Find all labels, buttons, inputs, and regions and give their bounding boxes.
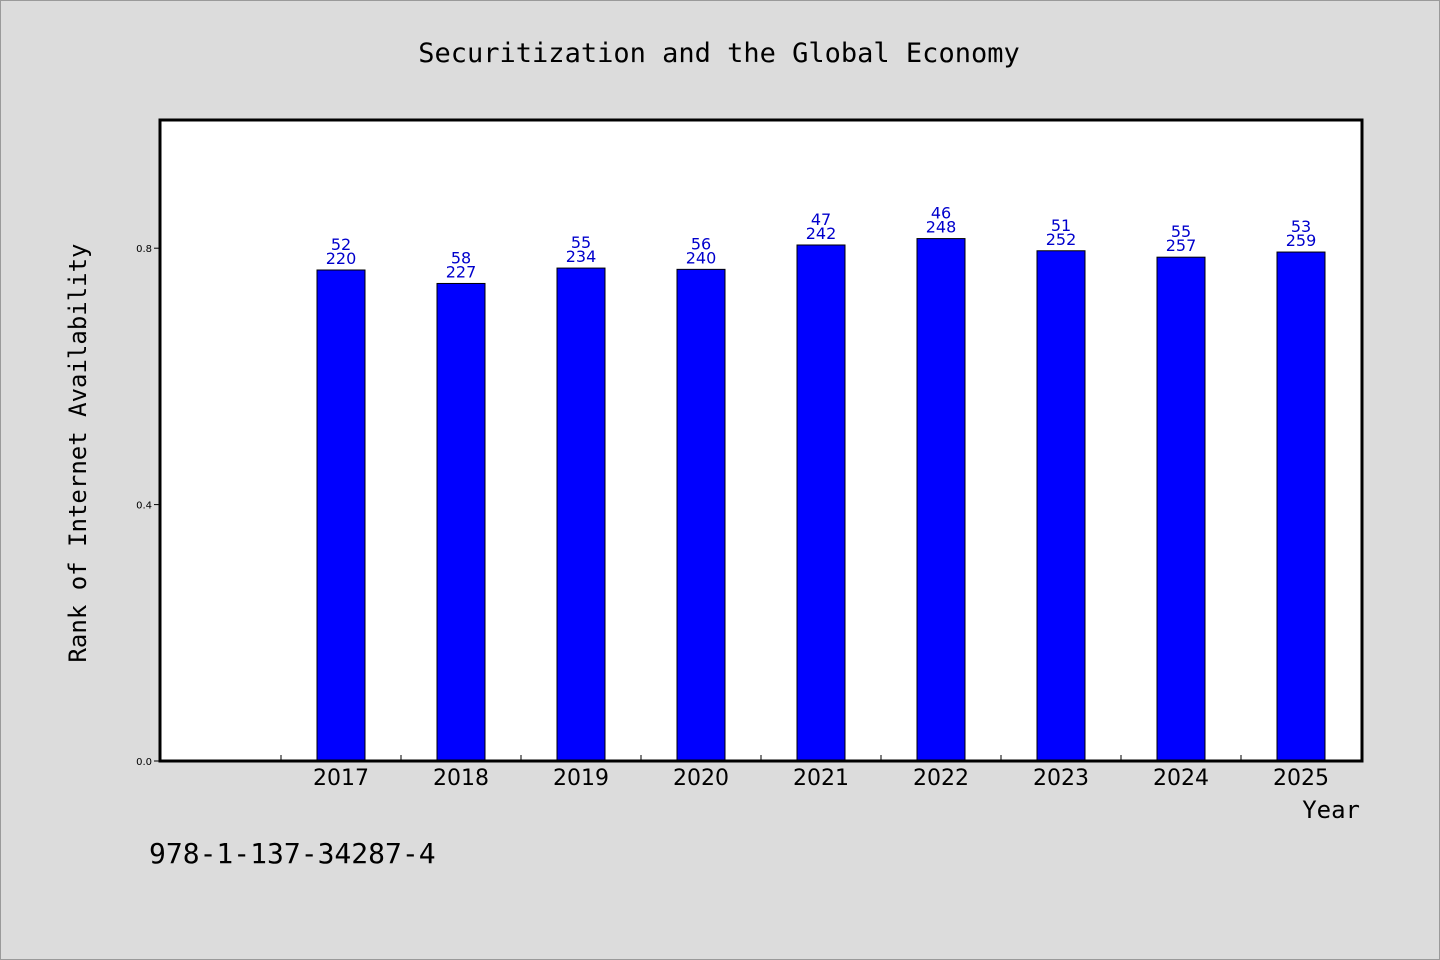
bar-label-top: 55 — [1171, 222, 1191, 241]
bar — [1156, 256, 1206, 762]
bar-label-bottom: 242 — [806, 224, 837, 243]
bar-label-top: 53 — [1291, 217, 1311, 236]
x-tick-label: 2017 — [313, 766, 369, 791]
bar-label-top: 58 — [451, 248, 471, 267]
bar-label-bottom: 234 — [566, 247, 597, 266]
bar-label-top: 47 — [811, 210, 831, 229]
bar — [1036, 250, 1086, 762]
y-tick-label: 0.8 — [136, 244, 152, 255]
x-tick-label: 2019 — [553, 766, 609, 791]
x-tick-label: 2021 — [793, 766, 849, 791]
isbn-text: 978-1-137-34287-4 — [149, 837, 436, 870]
bar-label-top: 56 — [691, 234, 711, 253]
y-tick-label: 0.4 — [136, 501, 152, 512]
bar-label-bottom: 259 — [1286, 231, 1317, 250]
bar — [916, 238, 966, 762]
bar-label-top: 52 — [331, 235, 351, 254]
bar — [1276, 251, 1326, 762]
bar — [676, 268, 726, 762]
y-tick-label: 0.0 — [136, 757, 152, 768]
x-axis: 2017 2018 2019 2020 2021 2022 2023 2024 2025 — [280, 755, 1329, 791]
chart-title: Securitization and the Global Economy — [418, 38, 1019, 69]
y-axis: 0.0 0.4 0.8 — [136, 244, 160, 768]
x-tick-label: 2025 — [1273, 766, 1329, 791]
bar — [556, 267, 606, 762]
bar — [316, 269, 366, 762]
bar-label-bottom: 240 — [686, 248, 717, 267]
bar-label-top: 55 — [571, 233, 591, 252]
y-axis-label: Rank of Internet Availability — [64, 243, 92, 662]
bar-label-bottom: 220 — [326, 249, 357, 268]
bar-label-bottom: 248 — [926, 218, 957, 237]
x-tick-label: 2022 — [913, 766, 969, 791]
bar-label-bottom: 252 — [1046, 230, 1077, 249]
x-tick-label: 2018 — [433, 766, 489, 791]
bar-label-top: 46 — [931, 204, 951, 223]
plot-frame — [158, 118, 1364, 763]
bar-label-bottom: 227 — [446, 262, 477, 281]
x-tick-label: 2020 — [673, 766, 729, 791]
bar — [436, 282, 486, 762]
x-tick-label: 2024 — [1153, 766, 1209, 791]
bar-series — [316, 238, 1326, 762]
bar — [796, 244, 846, 762]
bar-label-top: 51 — [1051, 216, 1071, 235]
bar-label-bottom: 257 — [1166, 236, 1197, 255]
x-axis-label: Year — [1302, 796, 1360, 824]
x-tick-label: 2023 — [1033, 766, 1089, 791]
